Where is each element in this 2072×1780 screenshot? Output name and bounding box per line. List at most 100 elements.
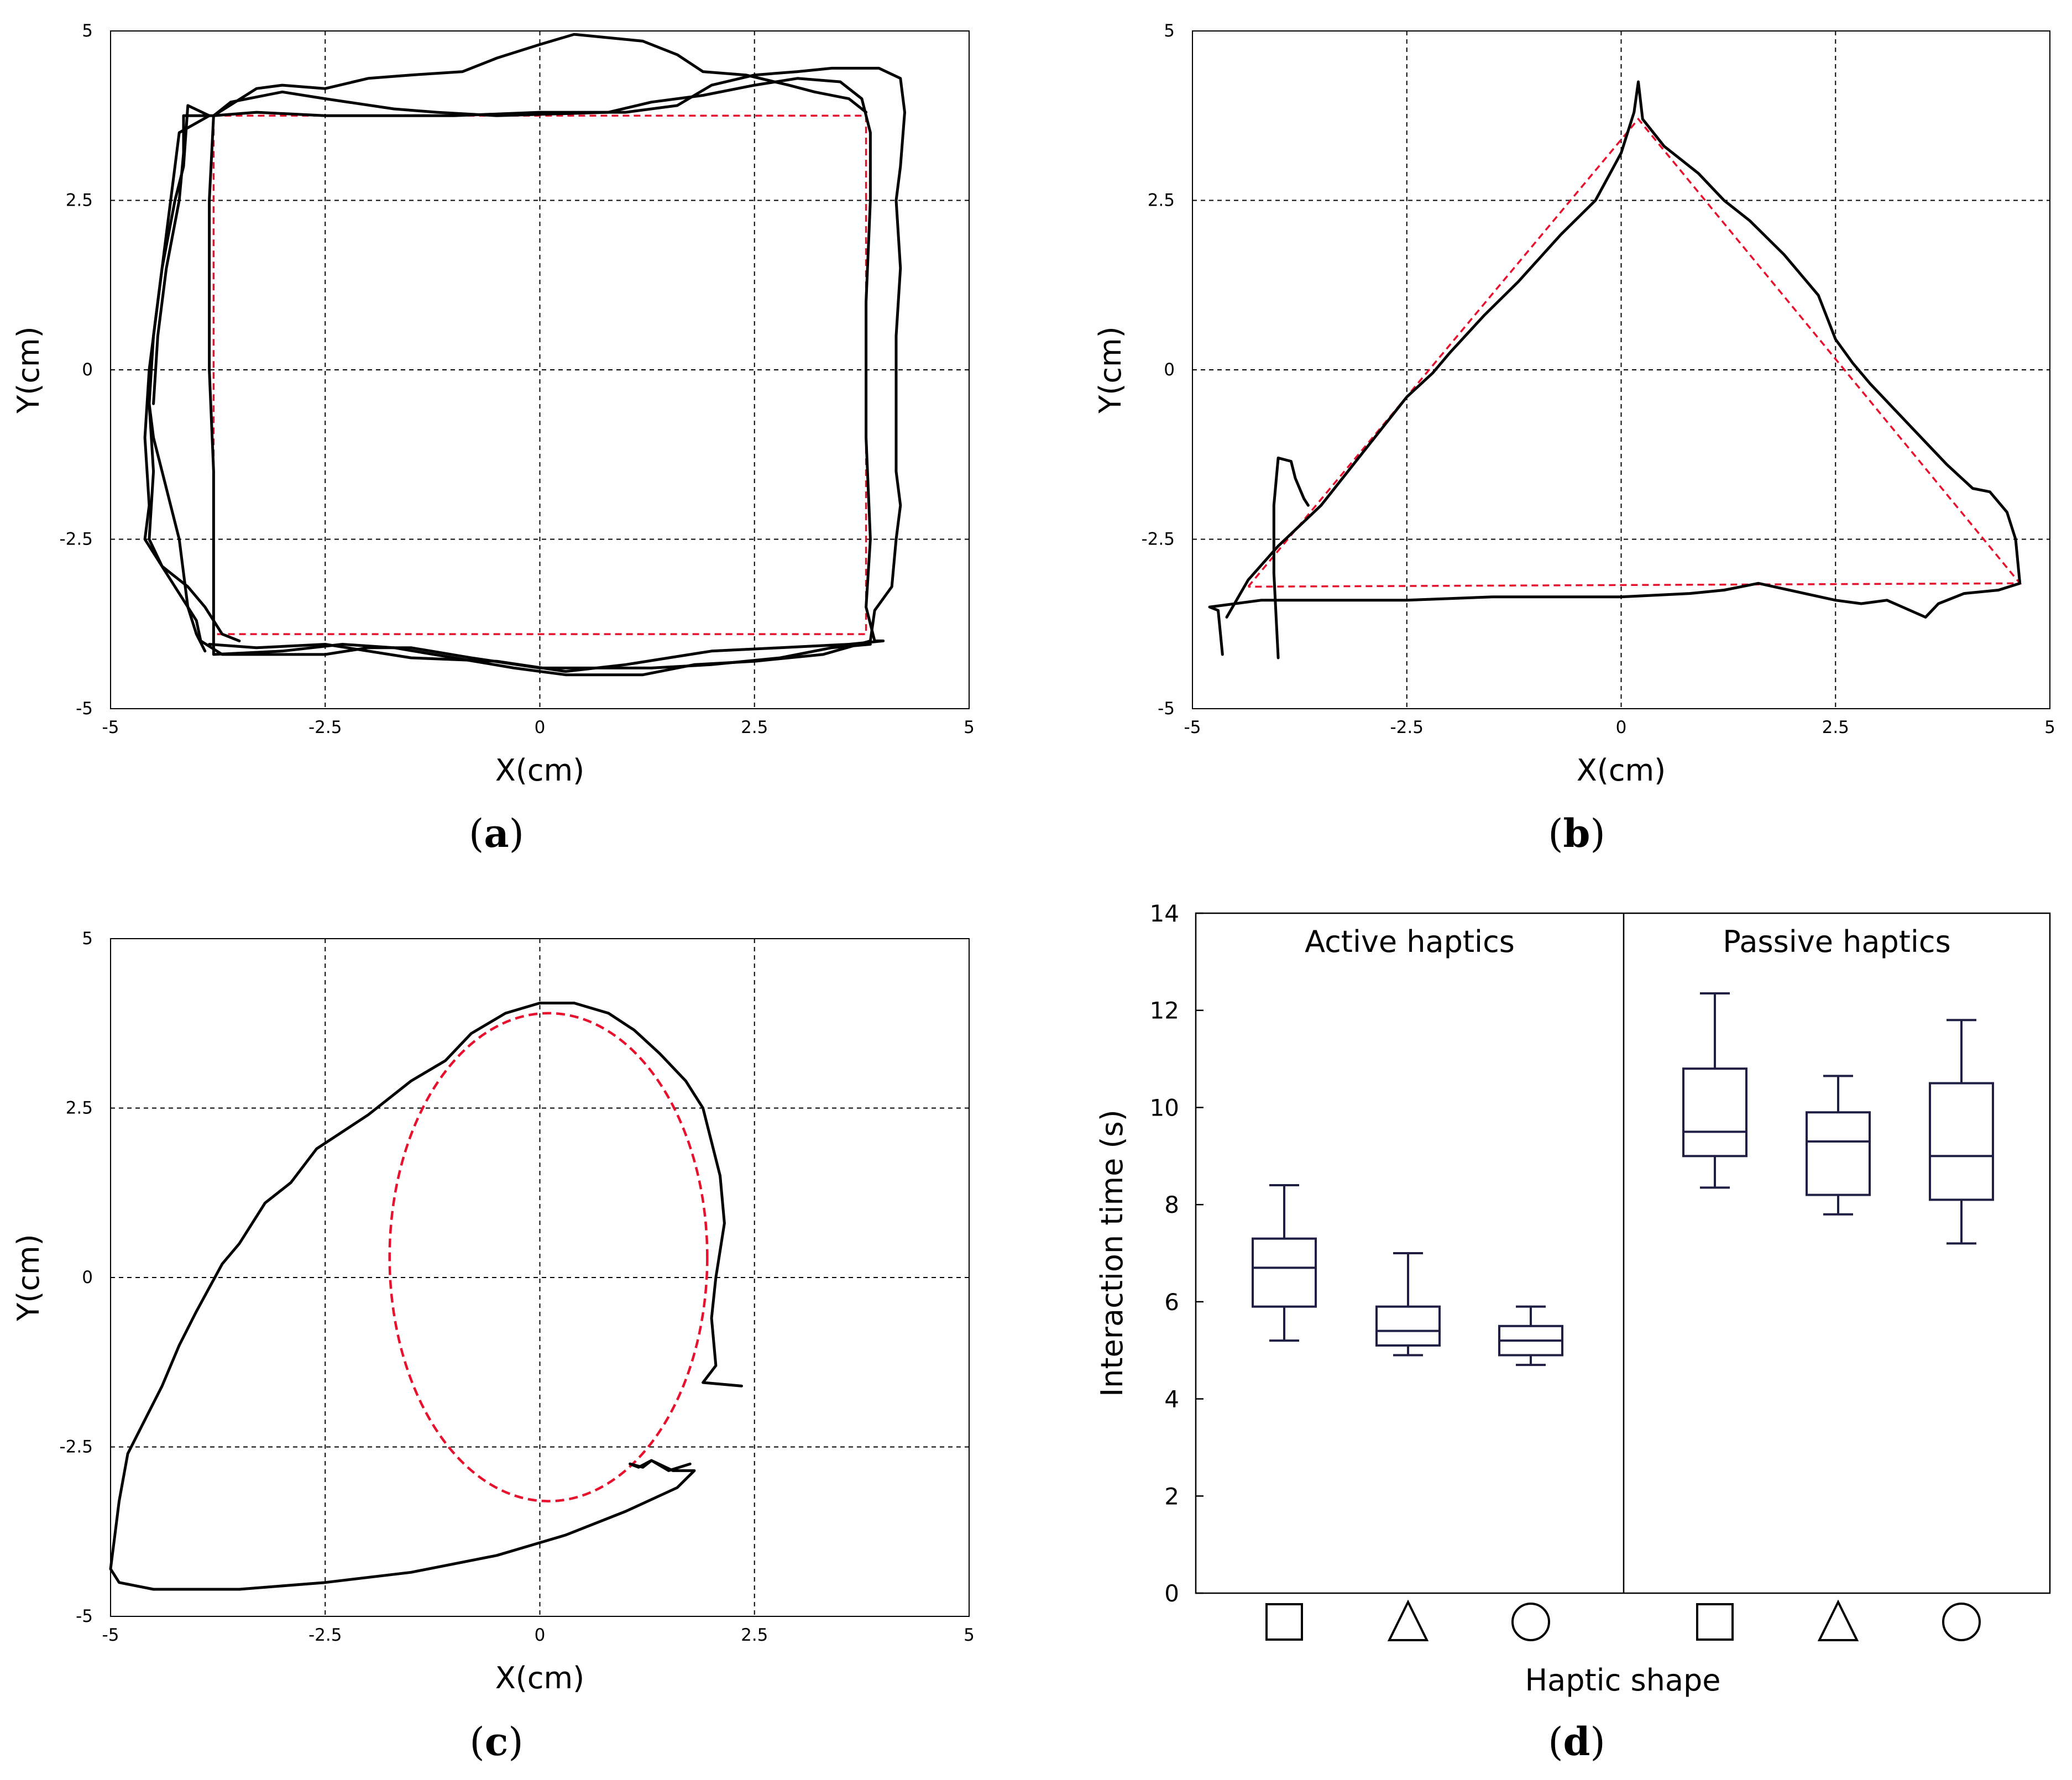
panel-c-xtick: 2.5 — [741, 1625, 768, 1645]
panel-b-xtick: -5 — [1184, 718, 1201, 737]
box-passive-circle — [1929, 1019, 1994, 1245]
panel-b-xtick: -2.5 — [1390, 718, 1424, 737]
panel-c-caption: (c) — [469, 1719, 523, 1765]
panel-c-caption-close: ) — [508, 1719, 523, 1765]
panel-d-caption-close: ) — [1590, 1719, 1605, 1765]
circle-icon — [1511, 1603, 1550, 1641]
panel-b-caption-close: ) — [1590, 811, 1605, 856]
panel-d-ticks: 0 2 4 6 8 10 12 14 — [1150, 900, 1204, 1607]
panel-a-ticks: -5 -2.5 0 2.5 5 -5 -2.5 0 2.5 5 — [60, 21, 975, 737]
box-iqr — [1252, 1237, 1317, 1308]
panel-a-grid — [111, 31, 969, 709]
panel-b-caption: (b) — [1548, 810, 1605, 856]
panel-b-xtick: 2.5 — [1822, 718, 1849, 737]
panel-b-frame — [1192, 30, 2050, 709]
panel-c-ytick: -2.5 — [60, 1437, 93, 1457]
panel-d-caption-letter: d — [1563, 1719, 1590, 1765]
panel-a-trace — [148, 104, 241, 642]
panel-a-trace — [208, 66, 906, 677]
panel-b-caption-letter: b — [1563, 810, 1590, 856]
panel-a-frame — [110, 30, 970, 709]
box-passive-triangle — [1806, 1075, 1871, 1216]
panel-d-ytick: 14 — [1150, 900, 1179, 927]
panel-c-caption-letter: c — [485, 1719, 509, 1765]
panel-a-xtick: 0 — [535, 718, 546, 737]
panel-a: -5 -2.5 0 2.5 5 -5 -2.5 0 2.5 5 X(cm) Y(cm) (a) — [11, 21, 975, 856]
panel-b-trace — [1272, 456, 1310, 659]
box-iqr — [1806, 1111, 1871, 1196]
panel-c-ytick: -5 — [76, 1606, 93, 1626]
panel-d-xlabel: Haptic shape — [1525, 1663, 1721, 1698]
panel-b-ylabel: Y(cm) — [1093, 326, 1128, 413]
panel-d-boxes — [1252, 992, 1994, 1367]
panel-d-caption-open: ( — [1548, 1719, 1563, 1765]
panel-a-ytick: -2.5 — [60, 530, 93, 549]
panel-a-trace — [152, 114, 215, 405]
panel-a-xtick: 5 — [964, 718, 975, 737]
panel-b-trace — [1208, 80, 2022, 656]
panel-a-caption-open: ( — [469, 811, 484, 856]
panel-b-ticks: -5 -2.5 0 2.5 5 -5 -2.5 0 2.5 5 — [1142, 21, 2055, 737]
panel-b-xtick: 0 — [1616, 718, 1627, 737]
panel-c-grid — [111, 939, 969, 1616]
triangle-icon — [1817, 1599, 1859, 1641]
panel-b-ytick: 5 — [1164, 21, 1175, 41]
panel-d-group-title-active: Active haptics — [1305, 924, 1515, 959]
circle-icon — [1942, 1603, 1981, 1641]
panel-d-ytick: 8 — [1164, 1191, 1179, 1218]
panel-d-ytick: 4 — [1164, 1386, 1179, 1413]
panel-a-xtick: -5 — [102, 718, 119, 737]
box-active-triangle — [1375, 1252, 1441, 1357]
square-icon — [1265, 1603, 1303, 1641]
panel-a-traces — [143, 33, 906, 677]
panel-d-ytick: 6 — [1164, 1289, 1179, 1316]
panel-d-ytick: 10 — [1150, 1094, 1179, 1121]
panel-b-grid — [1192, 31, 2050, 709]
box-iqr — [1929, 1082, 1994, 1201]
panel-a-xlabel: X(cm) — [495, 753, 584, 788]
panel-c-ytick: 2.5 — [66, 1098, 93, 1118]
panel-b: -5 -2.5 0 2.5 5 -5 -2.5 0 2.5 5 X(cm) Y(cm) (b) — [1093, 21, 2055, 856]
panel-a-trace — [212, 33, 868, 117]
panel-d-ytick: 2 — [1164, 1483, 1179, 1510]
panel-d-ytick: 0 — [1164, 1580, 1179, 1607]
panel-c-xlabel: X(cm) — [495, 1661, 584, 1695]
panel-d-group-title-passive: Passive haptics — [1723, 924, 1950, 959]
panel-a-caption-close: ) — [509, 811, 524, 856]
panel-c-xtick: -2.5 — [308, 1625, 342, 1645]
box-active-circle — [1498, 1305, 1563, 1367]
panel-c-ylabel: Y(cm) — [11, 1234, 46, 1321]
panel-b-ytick: -2.5 — [1142, 530, 1175, 549]
panel-a-caption-letter: a — [484, 810, 509, 856]
panel-a-ytick: 5 — [82, 21, 93, 41]
panel-b-xlabel: X(cm) — [1577, 753, 1666, 788]
panel-a-ytick: 0 — [82, 360, 93, 380]
panel-a-ylabel: Y(cm) — [11, 326, 46, 413]
panel-a-trace — [148, 402, 207, 653]
panel-a-trace — [208, 77, 885, 673]
panel-c-ticks: -5 -2.5 0 2.5 5 -5 -2.5 0 2.5 5 — [60, 929, 975, 1645]
panel-d: 0 2 4 6 8 10 12 14 Active haptics Passive hapti… — [1095, 900, 2051, 1765]
panel-a-caption: (a) — [469, 810, 524, 856]
panel-c-xtick: 0 — [535, 1625, 546, 1645]
panel-c-frame — [110, 938, 970, 1617]
panel-c-trace — [109, 1002, 743, 1591]
panel-a-ytick: -5 — [76, 699, 93, 719]
panel-a-xtick: 2.5 — [741, 718, 768, 737]
panel-c-ytick: 5 — [82, 929, 93, 949]
panel-a-ytick: 2.5 — [66, 191, 93, 211]
box-iqr — [1375, 1305, 1441, 1347]
panel-c-xtick: 5 — [964, 1625, 975, 1645]
panel-c-traces — [109, 1002, 743, 1591]
triangle-icon — [1387, 1599, 1429, 1641]
panel-b-xtick: 5 — [2044, 718, 2055, 737]
panel-d-shape-icons — [1265, 1599, 1981, 1641]
panel-c: -5 -2.5 0 2.5 5 -5 -2.5 0 2.5 5 X(cm) Y(cm) (c) — [11, 929, 975, 1765]
panel-d-frame — [1195, 912, 2051, 1594]
box-active-square — [1252, 1184, 1317, 1342]
panel-b-ytick: -5 — [1158, 699, 1175, 719]
box-iqr — [1682, 1067, 1747, 1158]
panel-b-ytick: 0 — [1164, 360, 1175, 380]
panel-b-traces — [1208, 80, 2022, 659]
